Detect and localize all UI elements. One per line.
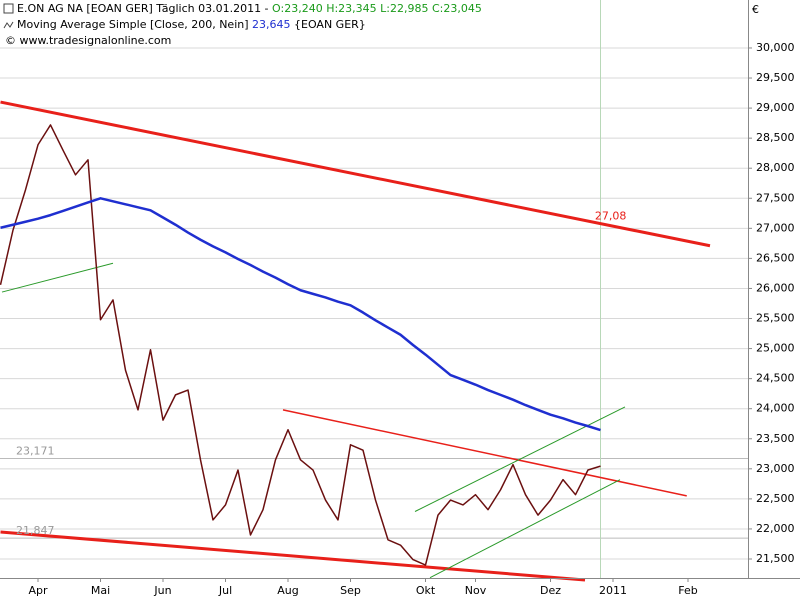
trendline xyxy=(0,530,586,582)
series-line xyxy=(0,124,601,566)
x-tick-label: Feb xyxy=(678,584,697,597)
ohlc: O:23,240 H:23,345 L:22,985 C:23,045 xyxy=(272,2,482,15)
y-tick-label: 29,500 xyxy=(756,71,795,84)
marks xyxy=(0,100,711,582)
x-tick-label: Okt xyxy=(416,584,436,597)
header-line: E.ON AG NA [EOAN GER] Täglich 03.01.2011… xyxy=(17,2,482,15)
y-tick-label: 25,500 xyxy=(756,312,795,325)
x-tick-label: Jun xyxy=(153,584,171,597)
y-tick-label: 21,500 xyxy=(756,552,795,565)
y-tick-label: 27,000 xyxy=(756,221,795,234)
y-tick-label: 26,000 xyxy=(756,281,795,294)
y-tick-label: 24,500 xyxy=(756,372,795,385)
y-tick-label: 25,000 xyxy=(756,342,795,355)
y-tick-label: 23,500 xyxy=(756,432,795,445)
x-tick-label: Apr xyxy=(28,584,48,597)
currency: € xyxy=(752,3,759,16)
y-tick-label: 30,000 xyxy=(756,41,795,54)
header-icon xyxy=(3,3,14,14)
x-tick-label: Nov xyxy=(465,584,487,597)
trendline xyxy=(414,406,626,512)
x-tick-label: 2011 xyxy=(599,584,627,597)
x-tick-label: Sep xyxy=(340,584,361,597)
indicator-icon xyxy=(3,21,14,29)
x-tick-label: Aug xyxy=(277,584,298,597)
trendline xyxy=(282,409,687,497)
instrument: E.ON AG NA [EOAN GER] Täglich 03.01.2011… xyxy=(17,2,269,15)
y-tick-label: 23,000 xyxy=(756,462,795,475)
x-tick-label: Dez xyxy=(540,584,561,597)
indicator-symbol: {EOAN GER} xyxy=(294,18,366,31)
level-label: 21,847 xyxy=(16,524,55,537)
trendline xyxy=(1,262,114,293)
header: E.ON AG NA [EOAN GER] Täglich 03.01.2011… xyxy=(3,2,482,47)
y-tick-label: 27,500 xyxy=(756,191,795,204)
trendline xyxy=(0,100,711,248)
x-tick-label: Mai xyxy=(91,584,110,597)
y-tick-label: 28,500 xyxy=(756,131,795,144)
x-tick-label: Jul xyxy=(218,584,232,597)
y-tick-label: 22,000 xyxy=(756,522,795,535)
y-tick-label: 29,000 xyxy=(756,101,795,114)
y-tick-label: 24,000 xyxy=(756,402,795,415)
trendline xyxy=(429,479,621,579)
trendline-label: 27,08 xyxy=(595,210,627,223)
series-line xyxy=(0,197,601,432)
y-tick-label: 22,500 xyxy=(756,492,795,505)
y-tick-label: 28,000 xyxy=(756,161,795,174)
grid xyxy=(0,0,748,578)
indicator: Moving Average Simple [Close, 200, Nein] xyxy=(17,18,249,31)
indicator-value: 23,645 xyxy=(252,18,291,31)
y-tick-label: 26,500 xyxy=(756,251,795,264)
source: © www.tradesignalonline.com xyxy=(5,34,171,47)
indicator-line: Moving Average Simple [Close, 200, Nein]… xyxy=(17,18,366,31)
level-label: 23,171 xyxy=(16,445,55,458)
